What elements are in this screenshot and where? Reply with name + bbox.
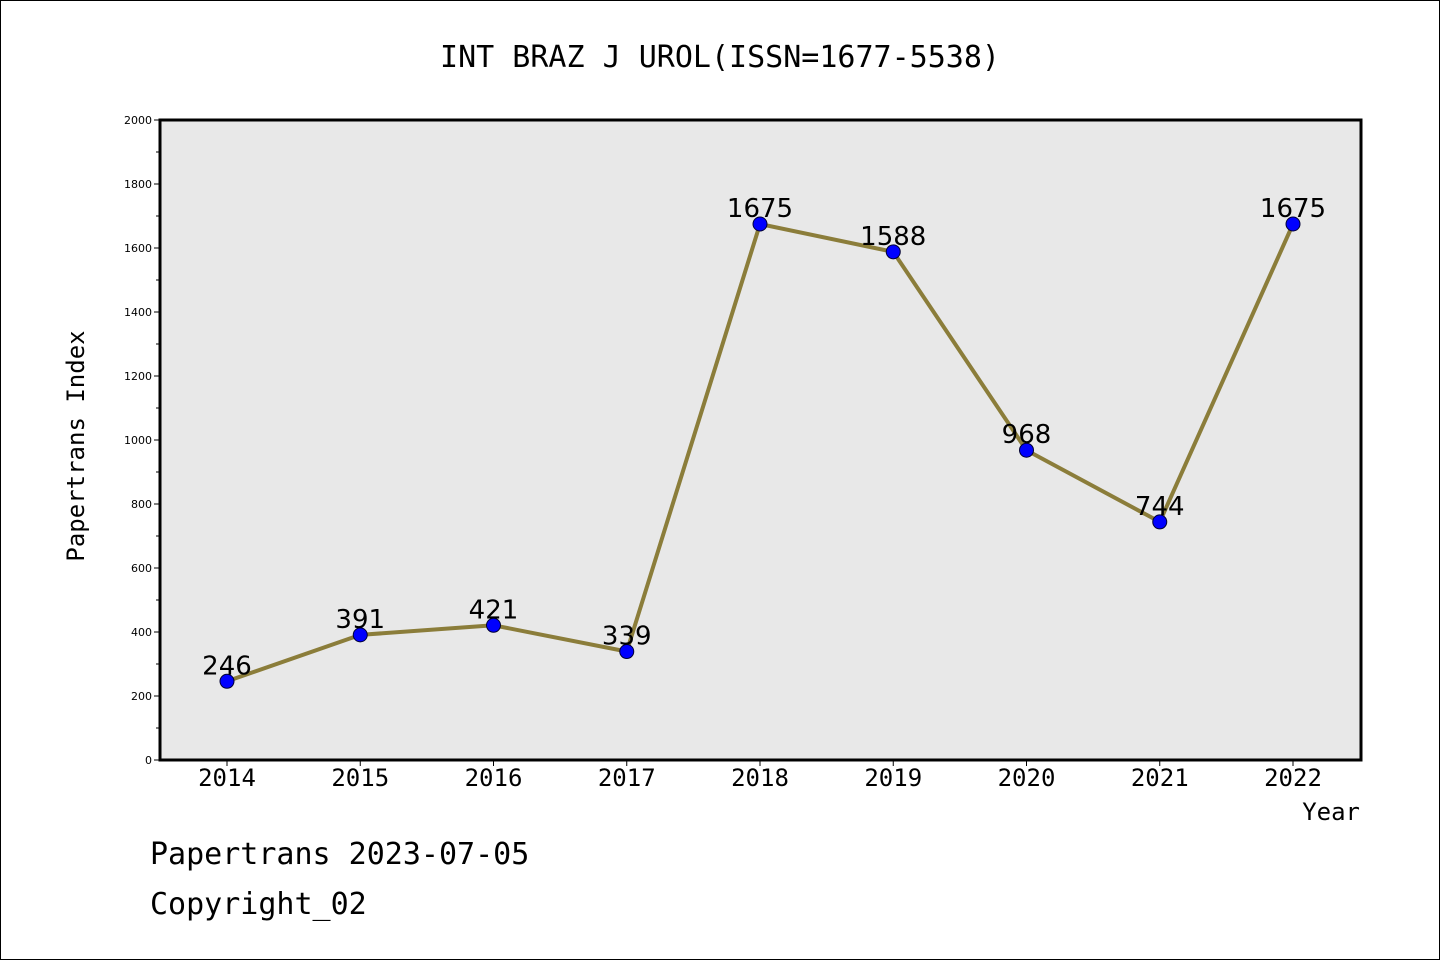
data-point bbox=[486, 617, 501, 633]
x-tick-label: 2017 bbox=[598, 764, 656, 792]
x-axis-label: Year bbox=[1302, 798, 1360, 826]
data-point bbox=[352, 627, 368, 643]
footer-date: Papertrans 2023-07-05 bbox=[150, 837, 529, 872]
data-point bbox=[1285, 216, 1301, 232]
y-tick-label: 1600 bbox=[124, 242, 152, 255]
data-point bbox=[1152, 514, 1168, 530]
data-label: 339 bbox=[602, 622, 652, 652]
x-tick-label: 2016 bbox=[465, 764, 523, 792]
data-label: 744 bbox=[1135, 492, 1185, 522]
data-point bbox=[885, 244, 901, 260]
y-axis-label: Papertrans Index bbox=[62, 330, 90, 561]
data-label: 421 bbox=[469, 595, 519, 625]
x-tick-label: 2018 bbox=[731, 764, 789, 792]
data-point bbox=[1019, 442, 1034, 458]
plot-border bbox=[158, 118, 1363, 762]
y-tick-label: 0 bbox=[145, 754, 152, 767]
x-axis: 2014 2015 2016 2017 2018 2019 2020 2021 2022 bbox=[198, 760, 1322, 792]
series-markers bbox=[219, 216, 1301, 689]
y-tick-label: 1400 bbox=[124, 306, 152, 319]
data-label: 1675 bbox=[727, 194, 793, 224]
data-point bbox=[219, 673, 235, 689]
x-tick-label: 2020 bbox=[998, 764, 1056, 792]
y-tick-label: 600 bbox=[131, 562, 152, 575]
y-tick-label: 1800 bbox=[124, 178, 152, 191]
y-tick-label: 200 bbox=[131, 690, 152, 703]
data-label: 1675 bbox=[1260, 194, 1326, 224]
y-tick-label: 1000 bbox=[124, 434, 152, 447]
data-point bbox=[619, 644, 635, 660]
x-tick-label: 2022 bbox=[1264, 764, 1322, 792]
data-label: 246 bbox=[202, 651, 252, 681]
data-point bbox=[752, 216, 768, 232]
y-tick-label: 2000 bbox=[124, 114, 152, 127]
footer-copyright: Copyright_02 bbox=[150, 887, 367, 922]
x-tick-label: 2014 bbox=[198, 764, 256, 792]
x-tick-label: 2021 bbox=[1131, 764, 1189, 792]
x-tick-label: 2019 bbox=[864, 764, 922, 792]
data-labels: 246 391 421 339 1675 1588 968 744 1675 bbox=[202, 194, 1326, 681]
data-label: 968 bbox=[1002, 420, 1052, 450]
data-label: 1588 bbox=[860, 222, 926, 252]
y-tick-label: 1200 bbox=[124, 370, 152, 383]
y-tick-label: 400 bbox=[131, 626, 152, 639]
x-tick-label: 2015 bbox=[331, 764, 389, 792]
chart-title: INT BRAZ J UROL(ISSN=1677-5538) bbox=[440, 40, 1000, 75]
y-axis: 0 200 400 600 800 1000 1200 1400 1600 1800 2000 bbox=[124, 114, 160, 767]
data-label: 391 bbox=[335, 605, 385, 635]
y-tick-label: 800 bbox=[131, 498, 152, 511]
